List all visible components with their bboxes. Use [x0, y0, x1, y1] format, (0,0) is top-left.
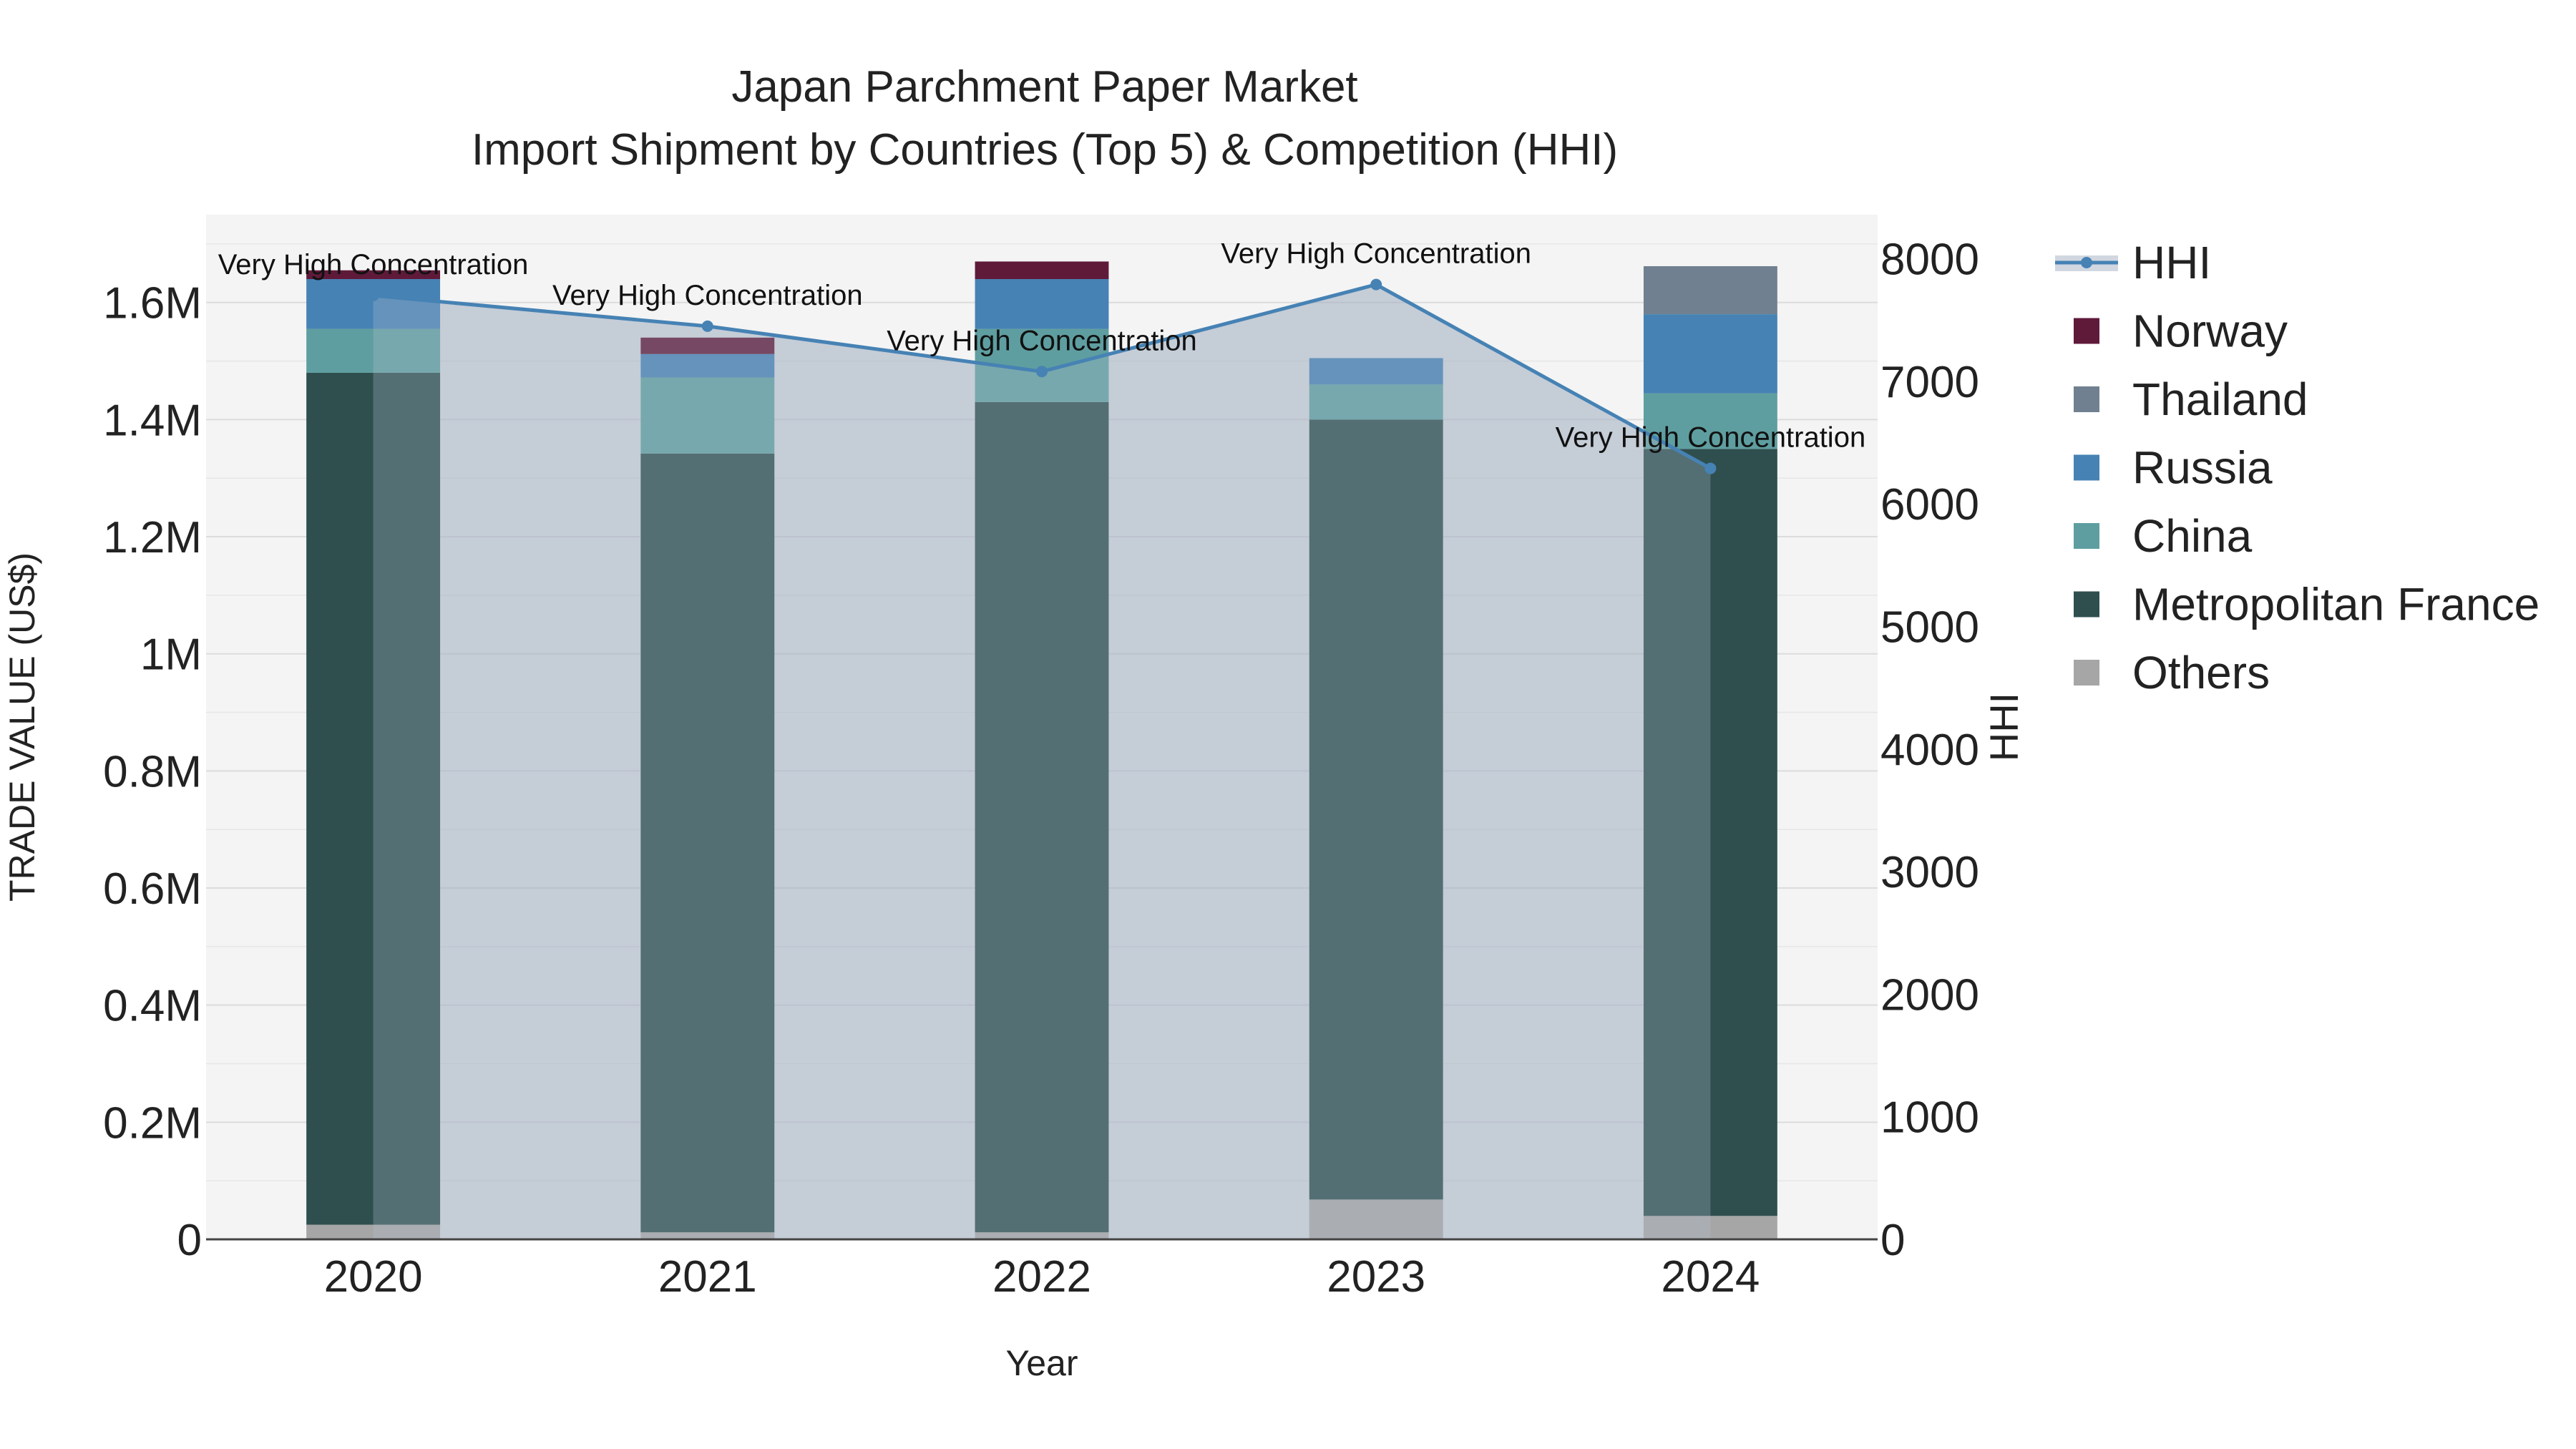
bar-metropolitan-france-2024 — [1643, 449, 1777, 1216]
y-tick-label: 0.6M — [103, 864, 202, 914]
legend-label-norway: Norway — [2132, 306, 2288, 357]
chart-title-line1: Japan Parchment Paper Market — [731, 62, 1357, 112]
x-axis-label: Year — [1005, 1343, 1078, 1383]
x-axis-ticks: 2020 2021 2022 2023 2024 — [324, 1252, 1760, 1302]
legend-label-china: China — [2132, 510, 2253, 562]
legend-label-metropolitan-france: Metropolitan France — [2132, 579, 2540, 630]
y2-tick-label: 7000 — [1880, 358, 1979, 407]
hhi-point-2020 — [367, 290, 379, 302]
bar-others-2022 — [975, 1232, 1109, 1239]
bar-norway-2021 — [640, 337, 775, 354]
bar-russia-2021 — [640, 353, 775, 378]
y2-tick-label: 8000 — [1880, 235, 1979, 285]
hhi-point-2024 — [1704, 462, 1717, 474]
chart-title-line2: Import Shipment by Countries (Top 5) & C… — [472, 125, 1618, 175]
y2-axis-ticks: 0 1000 2000 3000 4000 5000 6000 7000 8000 — [1880, 235, 1979, 1265]
legend-swatch-others — [2074, 660, 2099, 686]
hhi-line-group: Very High Concentration Very High Concent… — [218, 238, 1865, 474]
hhi-area-overlay — [373, 284, 1711, 1239]
bar-china-2023 — [1309, 384, 1443, 420]
bar-china-2021 — [640, 377, 775, 454]
bar-metropolitan-france-2020 — [306, 372, 441, 1225]
y-tick-label: 0.4M — [103, 982, 202, 1031]
hhi-annotation-2021: Very High Concentration — [552, 280, 863, 311]
y-tick-label: 1.2M — [103, 513, 202, 562]
y-axis-ticks: 0 0.2M 0.4M 0.6M 0.8M 1M 1.2M 1.4M 1.6M — [103, 279, 202, 1265]
y-axis-label: TRADE VALUE (US$) — [2, 552, 42, 902]
hhi-point-2022 — [1036, 366, 1048, 378]
bar-thailand-2024 — [1643, 266, 1777, 315]
x-tick-label: 2022 — [992, 1252, 1091, 1302]
y2-tick-label: 5000 — [1880, 603, 1979, 653]
bar-russia-2023 — [1309, 358, 1443, 385]
legend: HHI Norway Thailand Russia China Metropolitan… — [2055, 237, 2540, 698]
legend-marker-hhi — [2081, 257, 2092, 268]
legend-swatch-thailand — [2074, 386, 2099, 412]
y2-tick-label: 2000 — [1880, 970, 1979, 1020]
y2-tick-label: 1000 — [1880, 1093, 1979, 1143]
bar-metropolitan-france-2021 — [640, 453, 775, 1233]
y2-tick-label: 6000 — [1880, 480, 1979, 530]
legend-label-thailand: Thailand — [2132, 374, 2308, 425]
x-tick-label: 2021 — [658, 1252, 757, 1302]
y-tick-label: 0.8M — [103, 747, 202, 796]
y2-axis-label: HHI — [1981, 693, 2026, 761]
bar-norway-2020 — [306, 270, 441, 280]
bar-others-2024 — [1643, 1216, 1777, 1239]
bar-russia-2020 — [306, 279, 441, 329]
hhi-annotation-2024: Very High Concentration — [1556, 422, 1866, 454]
bar-russia-2022 — [975, 279, 1109, 329]
y2-tick-label: 3000 — [1880, 848, 1979, 897]
legend-swatch-metropolitan-france — [2074, 591, 2099, 618]
bar-others-2023 — [1309, 1199, 1443, 1239]
y-tick-label: 1.4M — [103, 396, 202, 445]
legend-label-hhi: HHI — [2132, 237, 2211, 288]
x-tick-label: 2024 — [1661, 1252, 1760, 1302]
hhi-point-2021 — [701, 320, 713, 332]
legend-swatch-china — [2074, 523, 2099, 549]
legend-label-others: Others — [2132, 647, 2270, 698]
bar-others-2020 — [306, 1224, 441, 1239]
y2-tick-label: 4000 — [1880, 726, 1979, 775]
hhi-annotation-2020: Very High Concentration — [218, 249, 529, 280]
bar-norway-2022 — [975, 261, 1109, 280]
bar-russia-2024 — [1643, 314, 1777, 394]
bar-metropolitan-france-2022 — [975, 401, 1109, 1233]
bar-china-2020 — [306, 328, 441, 373]
hhi-annotation-2022: Very High Concentration — [887, 325, 1197, 356]
legend-label-russia: Russia — [2132, 442, 2273, 494]
bar-metropolitan-france-2023 — [1309, 419, 1443, 1200]
y2-tick-label: 0 — [1880, 1216, 1905, 1265]
x-tick-label: 2020 — [324, 1252, 423, 1302]
hhi-annotation-2023: Very High Concentration — [1221, 238, 1531, 270]
bars-group — [306, 261, 1777, 1239]
legend-swatch-norway — [2074, 318, 2099, 344]
y-tick-label: 1M — [140, 630, 202, 680]
hhi-point-2023 — [1370, 278, 1382, 291]
bar-others-2021 — [640, 1232, 775, 1239]
x-tick-label: 2023 — [1327, 1252, 1425, 1302]
y-tick-label: 0.2M — [103, 1098, 202, 1148]
legend-swatch-russia — [2074, 454, 2099, 481]
y-tick-label: 1.6M — [103, 279, 202, 328]
y-tick-label: 0 — [177, 1216, 202, 1265]
bar-china-2024 — [1643, 393, 1777, 449]
